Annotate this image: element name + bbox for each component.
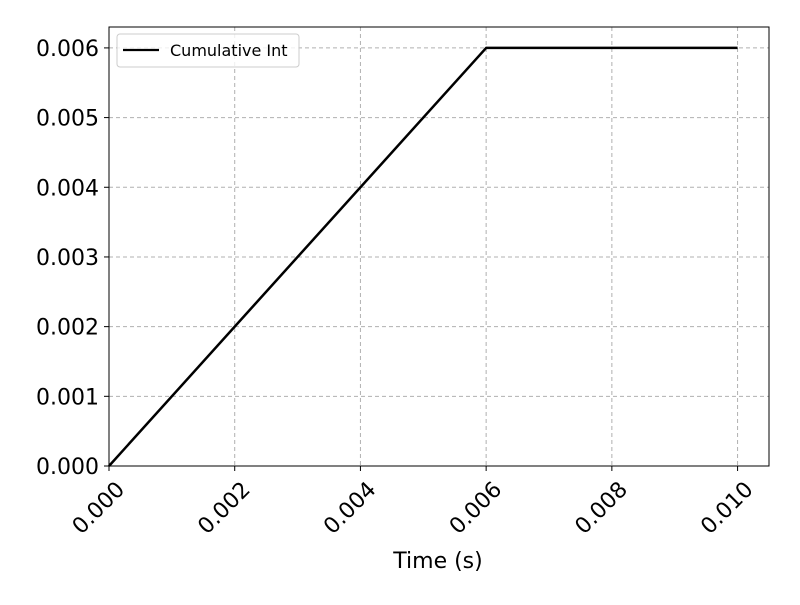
y-axis: 0.000 0.001 0.002 0.003 0.004 0.005 0.006 [36, 37, 109, 480]
legend-box [116, 33, 300, 68]
y-tick-label: 0.006 [36, 37, 99, 62]
x-tick-label: 0.000 [68, 477, 130, 539]
legend-label: Cumulative Int [170, 41, 288, 60]
plot-area-frame [108, 26, 770, 467]
y-tick-label: 0.000 [36, 455, 99, 480]
x-tick-label: 0.004 [319, 477, 381, 539]
y-tick-label: 0.005 [36, 107, 99, 132]
legend: Cumulative Int [116, 33, 300, 68]
grid [108, 27, 769, 467]
series-layer [108, 46, 738, 467]
x-axis-label: Time (s) [392, 549, 482, 574]
x-tick-label: 0.006 [445, 477, 507, 539]
series-line-0 [108, 46, 738, 467]
y-tick-label: 0.002 [36, 316, 99, 341]
x-tick-label: 0.008 [571, 477, 633, 539]
x-tick-label: 0.002 [193, 477, 255, 539]
y-tick-label: 0.003 [36, 246, 99, 271]
x-tick-label: 0.010 [696, 477, 758, 539]
x-axis: 0.000 0.002 0.004 0.006 0.008 0.010 [68, 466, 759, 540]
y-tick-label: 0.004 [36, 176, 99, 201]
y-tick-label: 0.001 [36, 385, 99, 410]
